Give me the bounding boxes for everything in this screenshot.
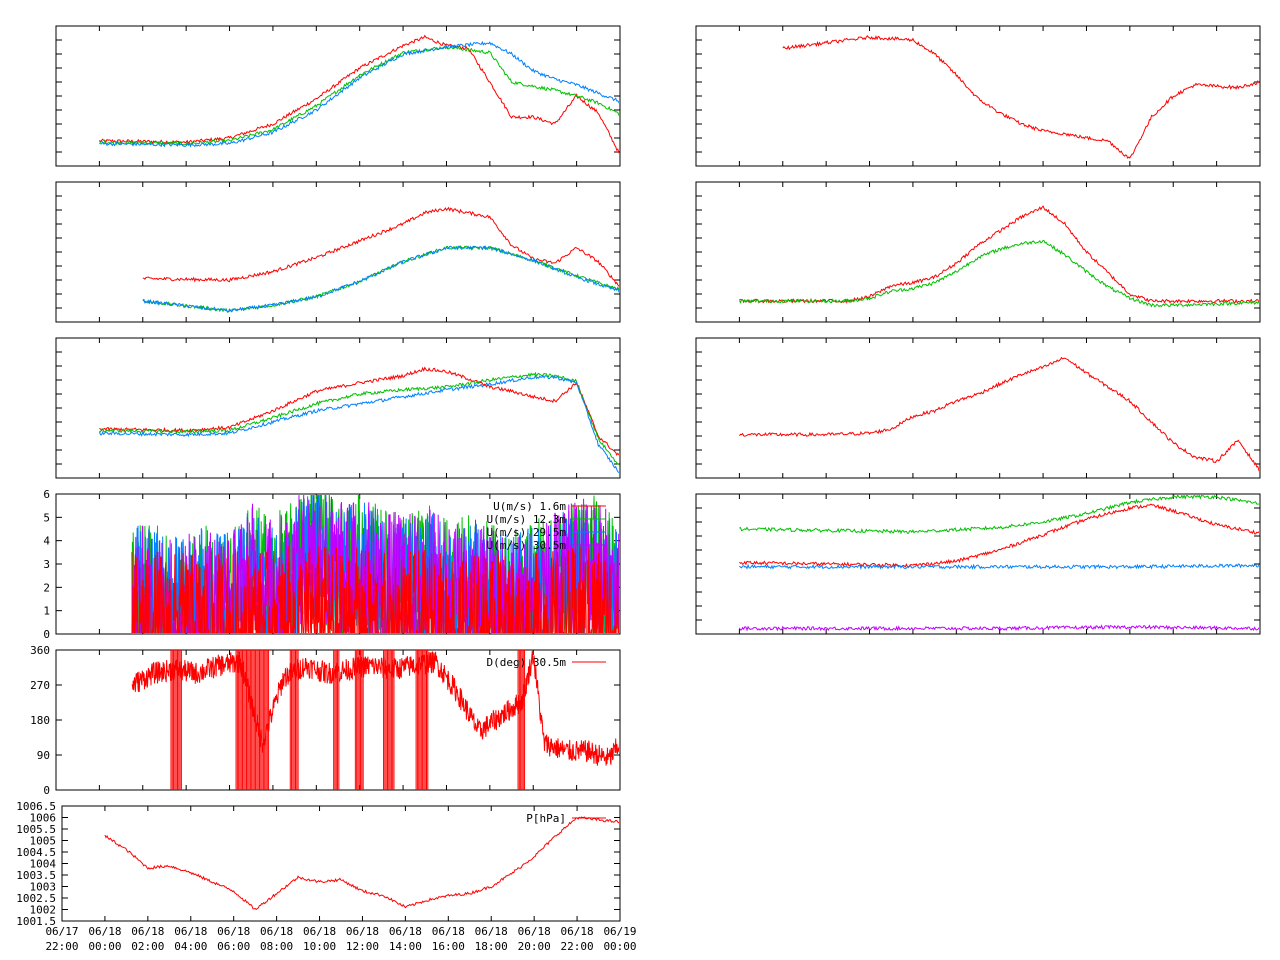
y-tick-label: 2 — [43, 581, 50, 594]
x-tick-label-time: 02:00 — [131, 940, 164, 953]
panel-wind-ratio-profile — [55, 337, 621, 479]
series-line-red — [739, 503, 1259, 568]
series-line-green — [99, 371, 619, 466]
x-tick-label-time: 00:00 — [603, 940, 636, 953]
y-tick-label: 1004.5 — [16, 846, 56, 859]
y-tick-label: 1002.5 — [16, 892, 56, 905]
x-tick-label-date: 06/18 — [346, 925, 379, 938]
panel-humidity-profile — [55, 181, 621, 323]
x-tick-label-time: 12:00 — [346, 940, 379, 953]
x-tick-label-time: 16:00 — [432, 940, 465, 953]
y-tick-label: 3 — [43, 558, 50, 571]
panel-pressure: 1001.510021002.510031003.510041004.51005… — [16, 800, 636, 953]
x-tick-label-time: 06:00 — [217, 940, 250, 953]
y-tick-label: 1 — [43, 605, 50, 618]
series-line-red — [131, 651, 619, 766]
x-tick-label-time: 04:00 — [174, 940, 207, 953]
x-tick-label-date: 06/18 — [432, 925, 465, 938]
series-line-blue — [99, 40, 619, 148]
y-tick-label: 1001.5 — [16, 915, 56, 928]
y-tick-label: 1005.5 — [16, 823, 56, 836]
series-line-red — [99, 366, 619, 456]
x-tick-label-date: 06/18 — [303, 925, 336, 938]
x-tick-label-date: 06/18 — [561, 925, 594, 938]
series-line-blue — [142, 245, 619, 313]
y-tick-label: 0 — [43, 628, 50, 641]
series-line-red — [99, 34, 619, 154]
series-line-purple — [738, 624, 1259, 632]
x-tick-label-time: 10:00 — [303, 940, 336, 953]
x-tick-label-time: 18:00 — [475, 940, 508, 953]
x-tick-label-date: 06/17 — [45, 925, 78, 938]
x-tick-label-date: 06/18 — [174, 925, 207, 938]
legend-label: P[hPa] — [526, 812, 566, 825]
y-tick-label: 1006 — [30, 812, 57, 825]
x-tick-label-date: 06/19 — [603, 925, 636, 938]
x-tick-label-date: 06/18 — [217, 925, 250, 938]
y-tick-label: 1004 — [30, 858, 57, 871]
x-tick-label-date: 06/18 — [131, 925, 164, 938]
series-line-red — [131, 546, 619, 633]
panel-right-second — [695, 181, 1261, 323]
x-tick-label-date: 06/18 — [475, 925, 508, 938]
series-line-red — [782, 35, 1259, 159]
series-line-red — [739, 356, 1259, 472]
y-tick-label: 360 — [30, 644, 50, 657]
x-tick-label-date: 06/18 — [518, 925, 551, 938]
y-tick-label: 0 — [43, 784, 50, 797]
x-tick-label-time: 20:00 — [518, 940, 551, 953]
panel-wind-speed: 0 1 2 3 4 5 6 U(m/s) 1.6mU(m/s) 12.3mU(m/s) 29.… — [43, 488, 621, 641]
legend-label: U(m/s) 12.3m — [487, 513, 567, 526]
x-tick-label-time: 08:00 — [260, 940, 293, 953]
x-tick-label-time: 00:00 — [88, 940, 121, 953]
y-tick-label: 1003.5 — [16, 869, 56, 882]
y-tick-label: 1003 — [30, 881, 57, 894]
panel-wind-direction: 0 90 180 270 360 D(deg) 30.5m — [30, 644, 621, 797]
y-tick-label: 5 — [43, 511, 50, 524]
plot-frame — [695, 337, 1261, 479]
y-tick-label: 1002 — [30, 904, 57, 917]
y-tick-label: 4 — [43, 535, 50, 548]
series-line-red — [739, 205, 1259, 305]
y-tick-label: 1006.5 — [16, 800, 56, 813]
plot-frame — [55, 337, 621, 479]
legend-label: D(deg) 30.5m — [487, 656, 567, 669]
legend-label: U(m/s) 30.5m — [487, 539, 567, 552]
panel-right-fourth — [695, 493, 1261, 635]
y-tick-label: 270 — [30, 679, 50, 692]
plot-frame — [55, 181, 621, 323]
panel-right-top — [695, 25, 1261, 167]
series-line-green — [739, 495, 1259, 535]
panel-temp-profile — [55, 25, 621, 167]
x-tick-label-time: 22:00 — [45, 940, 78, 953]
legend-label: U(m/s) 1.6m — [493, 500, 566, 513]
series-line-red — [104, 816, 619, 911]
x-tick-label-date: 06/18 — [389, 925, 422, 938]
x-tick-label-date: 06/18 — [260, 925, 293, 938]
series-line-green — [99, 45, 619, 147]
y-tick-label: 6 — [43, 488, 50, 501]
x-tick-label-time: 14:00 — [389, 940, 422, 953]
x-tick-label-time: 22:00 — [561, 940, 594, 953]
y-tick-label: 1005 — [30, 835, 57, 848]
series-line-blue — [739, 563, 1259, 570]
x-tick-label-date: 06/18 — [88, 925, 121, 938]
y-tick-label: 180 — [30, 714, 50, 727]
panel-right-third — [695, 337, 1261, 479]
y-tick-label: 90 — [37, 749, 50, 762]
series-line-red — [142, 206, 619, 288]
series-line-blue — [98, 374, 619, 474]
plot-frame — [695, 493, 1261, 635]
series-line-green — [738, 239, 1259, 308]
legend-label: U(m/s) 29.5m — [487, 526, 567, 539]
